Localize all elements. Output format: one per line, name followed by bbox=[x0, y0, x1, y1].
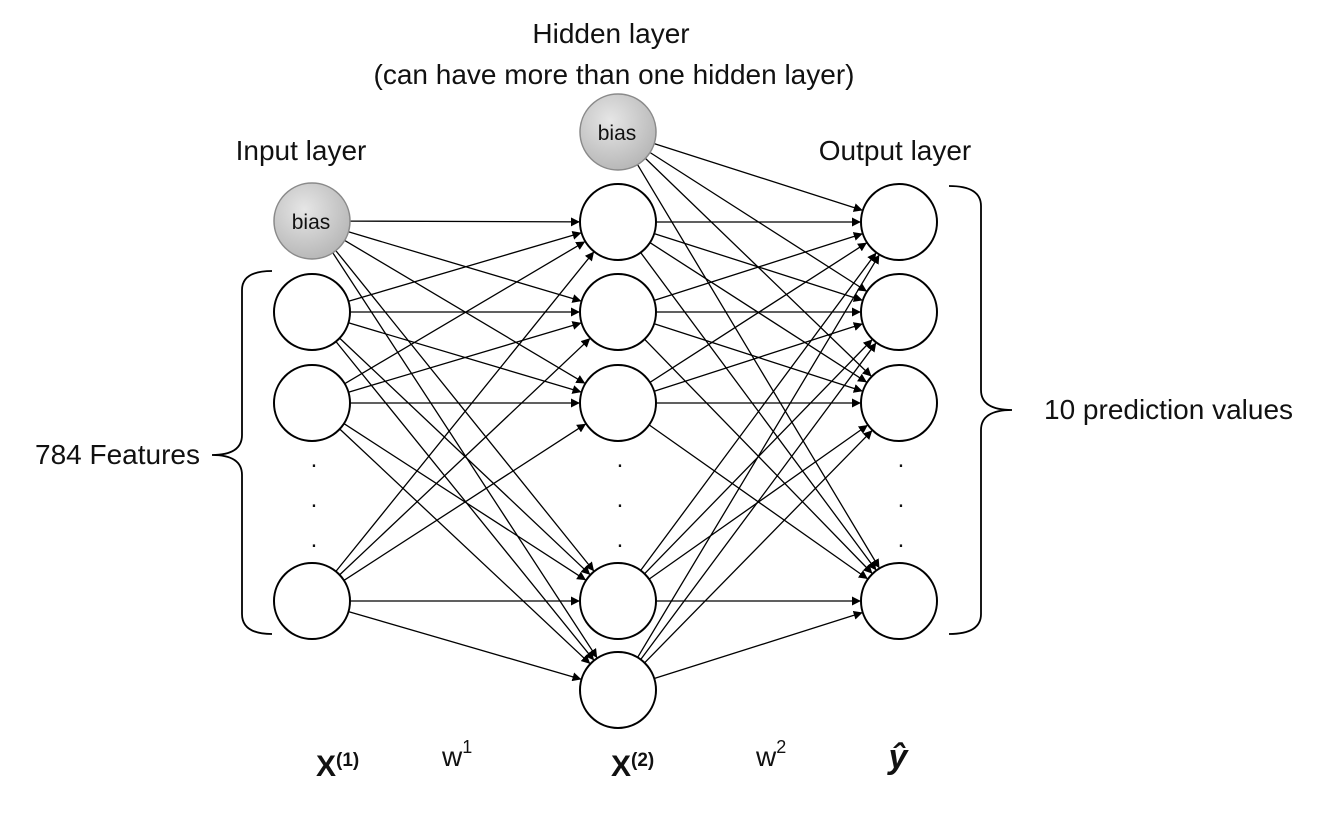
predictions-label: 10 prediction values bbox=[1044, 394, 1293, 425]
hidden-node bbox=[579, 364, 657, 442]
input-node bbox=[273, 562, 351, 640]
weight-edge bbox=[343, 423, 587, 581]
weight-edge bbox=[339, 428, 591, 664]
weight-edge bbox=[640, 342, 877, 660]
weight-edge bbox=[348, 321, 582, 393]
hidden-node bbox=[579, 651, 657, 729]
weight-edge bbox=[653, 322, 863, 392]
output-node bbox=[860, 562, 938, 640]
output-node bbox=[860, 273, 938, 351]
y-hat-label: ŷ bbox=[887, 738, 910, 776]
input-layer: bias . . . bbox=[273, 182, 351, 640]
input-bias-label: bias bbox=[292, 211, 331, 234]
weight-edge bbox=[335, 251, 595, 572]
hidden-node bbox=[579, 273, 657, 351]
output-ellipsis-dot: . bbox=[898, 446, 905, 473]
weight-edge bbox=[654, 142, 863, 212]
hidden-bias-label: bias bbox=[598, 122, 637, 145]
weight-edge bbox=[335, 250, 595, 572]
hidden-node bbox=[579, 562, 657, 640]
weight-edge bbox=[348, 610, 582, 682]
output-node bbox=[860, 183, 938, 261]
output-ellipsis-dot: . bbox=[898, 526, 905, 553]
weight-edge bbox=[348, 231, 582, 303]
hidden-ellipsis-dot: . bbox=[617, 526, 624, 553]
output-node bbox=[860, 364, 938, 442]
hidden-layer-title: Hidden layer bbox=[532, 18, 689, 49]
weight-edge bbox=[636, 164, 880, 569]
hidden-ellipsis-dot: . bbox=[617, 446, 624, 473]
weight-edge bbox=[649, 242, 867, 383]
weight-edge bbox=[332, 252, 598, 659]
input-bias-node bbox=[273, 182, 351, 260]
hidden-bias-node bbox=[579, 93, 657, 171]
input-ellipsis-dot: . bbox=[311, 486, 318, 513]
connection-edges bbox=[332, 142, 880, 682]
hidden-layer-note: (can have more than one hidden layer) bbox=[374, 59, 855, 90]
output-layer: . . . bbox=[860, 183, 938, 640]
output-layer-title: Output layer bbox=[819, 135, 972, 166]
weight-edge bbox=[654, 232, 863, 302]
weight-edge bbox=[644, 430, 873, 664]
weight-edge bbox=[339, 338, 591, 576]
input-node bbox=[273, 364, 351, 442]
hidden-ellipsis-dot: . bbox=[617, 486, 624, 513]
features-brace bbox=[211, 270, 273, 635]
output-ellipsis-dot: . bbox=[898, 486, 905, 513]
w1-label: w1 bbox=[441, 737, 472, 772]
w2-label: w2 bbox=[755, 737, 786, 772]
input-layer-title: Input layer bbox=[236, 135, 367, 166]
predictions-brace bbox=[948, 185, 1013, 635]
weight-edge bbox=[640, 252, 877, 571]
weight-edge bbox=[349, 217, 580, 227]
input-ellipsis-dot: . bbox=[311, 446, 318, 473]
x2-label: X(2) bbox=[611, 750, 654, 783]
features-label: 784 Features bbox=[35, 439, 200, 470]
weight-edge bbox=[344, 241, 586, 385]
weight-edge bbox=[637, 254, 880, 658]
weight-edge bbox=[654, 610, 863, 680]
x1-label: X(1) bbox=[316, 750, 359, 783]
weight-edge bbox=[348, 230, 582, 302]
input-node bbox=[273, 273, 351, 351]
input-ellipsis-dot: . bbox=[311, 526, 318, 553]
hidden-node bbox=[579, 183, 657, 261]
weight-edge bbox=[335, 341, 595, 661]
hidden-layer: bias . . . bbox=[579, 93, 657, 729]
